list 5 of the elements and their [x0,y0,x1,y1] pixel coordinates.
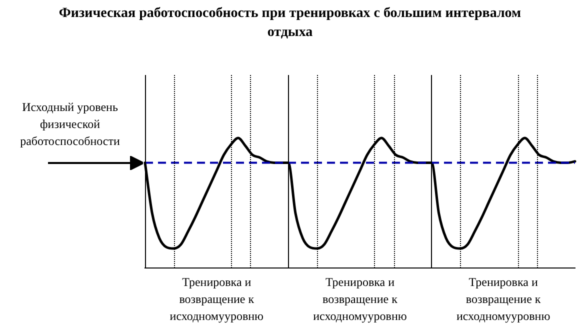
text: Тренировка и возвращение к исходномууровню [312,274,408,325]
text: Исходный уровень физической работоспособности [19,99,121,150]
text: Тренировка и возвращение к исходномууровню [168,274,265,325]
chart-title: Физическая работоспособность при тренировках с большим интервалом отдыха [58,5,522,42]
text: Тренировка и возвращение к исходномууровню [455,274,552,325]
